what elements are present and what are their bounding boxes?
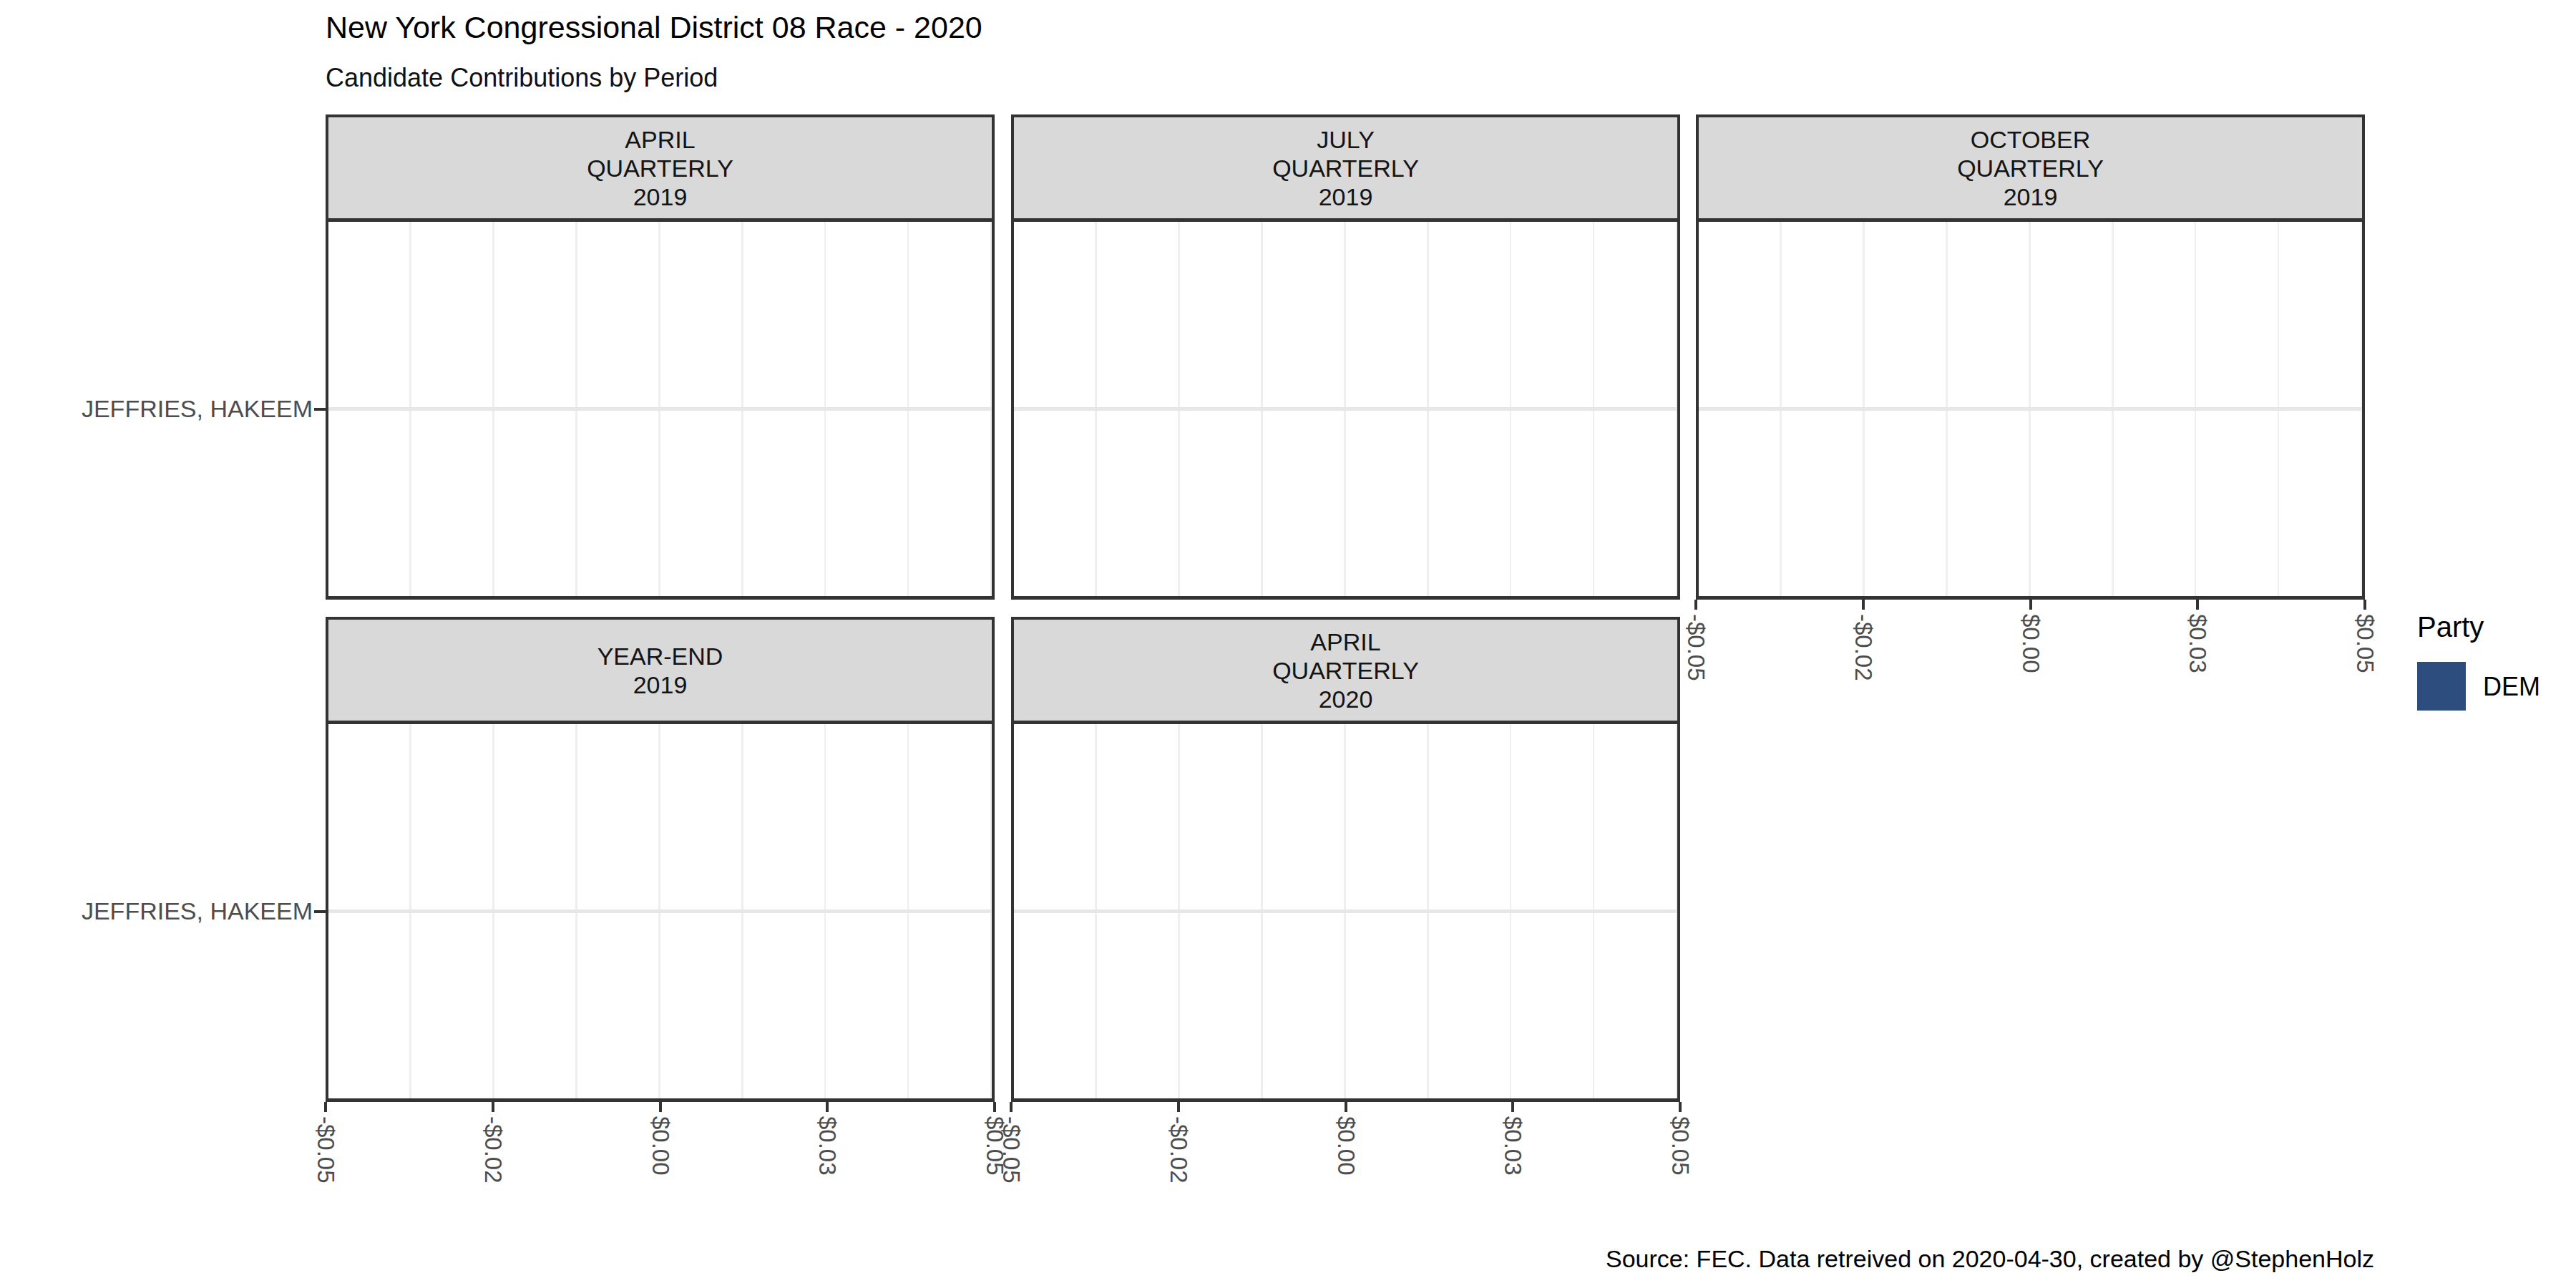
x-axis-tick-label: $0.05	[2353, 614, 2377, 673]
y-axis-tick	[314, 910, 326, 913]
x-axis-tick	[1345, 1102, 1347, 1112]
x-axis-tick	[2363, 600, 2366, 610]
x-axis-tick-label: $0.00	[2019, 614, 2043, 673]
facet-strip-label: JULY QUARTERLY 2019	[1272, 125, 1419, 211]
x-axis-tick-label: -$0.05	[999, 1116, 1023, 1184]
x-axis-tick-label: $0.03	[2185, 614, 2210, 673]
x-axis-tick	[1177, 1102, 1180, 1112]
facet-strip-label: OCTOBER QUARTERLY 2019	[1957, 125, 2104, 211]
x-axis-tick	[826, 1102, 829, 1112]
x-axis-tick-label: $0.05	[1668, 1116, 1692, 1176]
x-axis-tick-label: -$0.05	[1684, 614, 1708, 681]
facet-panel-april-quarterly-2019	[326, 222, 995, 600]
facet-panel-year-end-2019	[326, 724, 995, 1102]
x-axis-tick-label: -$0.02	[1166, 1116, 1191, 1184]
x-axis-tick	[492, 1102, 494, 1112]
x-axis-tick	[2029, 600, 2032, 610]
x-axis-tick-label: $0.03	[815, 1116, 839, 1176]
x-axis-tick	[1862, 600, 1865, 610]
facet-strip-october-quarterly-2019: OCTOBER QUARTERLY 2019	[1696, 114, 2365, 222]
facet-strip-april-quarterly-2020: APRIL QUARTERLY 2020	[1011, 617, 1680, 724]
x-axis-tick	[324, 1102, 327, 1112]
facet-strip-year-end-2019: YEAR-END 2019	[326, 617, 995, 724]
chart-subtitle: Candidate Contributions by Period	[326, 63, 718, 93]
x-axis-tick-label: -$0.02	[1851, 614, 1875, 681]
x-axis-tick	[1694, 600, 1697, 610]
facet-panel-july-quarterly-2019	[1011, 222, 1680, 600]
chart-title: New York Congressional District 08 Race …	[326, 10, 982, 45]
legend-item-label: DEM	[2483, 672, 2540, 702]
x-axis-tick	[2196, 600, 2199, 610]
legend: Party DEM	[2417, 611, 2484, 711]
x-axis-tick	[1010, 1102, 1013, 1112]
facet-strip-july-quarterly-2019: JULY QUARTERLY 2019	[1011, 114, 1680, 222]
facet-panel-april-quarterly-2020	[1011, 724, 1680, 1102]
facet-strip-label: APRIL QUARTERLY 2020	[1272, 628, 1419, 713]
source-caption: Source: FEC. Data retreived on 2020-04-3…	[1606, 1245, 2374, 1273]
dem-color-swatch	[2417, 662, 2466, 711]
x-axis-tick	[1679, 1102, 1682, 1112]
legend-item-dem: DEM	[2417, 662, 2484, 711]
x-axis-tick-label: $0.00	[648, 1116, 673, 1176]
x-axis-tick-label: $0.03	[1501, 1116, 1525, 1176]
y-axis-tick	[314, 408, 326, 411]
facet-panel-october-quarterly-2019	[1696, 222, 2365, 600]
x-axis-tick-label: -$0.05	[313, 1116, 338, 1184]
legend-title: Party	[2417, 611, 2484, 643]
x-axis-tick	[993, 1102, 996, 1112]
chart-figure: New York Congressional District 08 Race …	[0, 0, 2576, 1288]
facet-strip-april-quarterly-2019: APRIL QUARTERLY 2019	[326, 114, 995, 222]
y-axis-label-top: JEFFRIES, HAKEEM	[41, 395, 313, 423]
facet-strip-label: APRIL QUARTERLY 2019	[587, 125, 733, 211]
y-axis-label-bottom: JEFFRIES, HAKEEM	[41, 897, 313, 925]
x-axis-tick	[659, 1102, 662, 1112]
x-axis-tick	[1511, 1102, 1514, 1112]
facet-strip-label: YEAR-END 2019	[597, 642, 723, 699]
x-axis-tick-label: -$0.02	[481, 1116, 505, 1184]
x-axis-tick-label: $0.00	[1334, 1116, 1358, 1176]
